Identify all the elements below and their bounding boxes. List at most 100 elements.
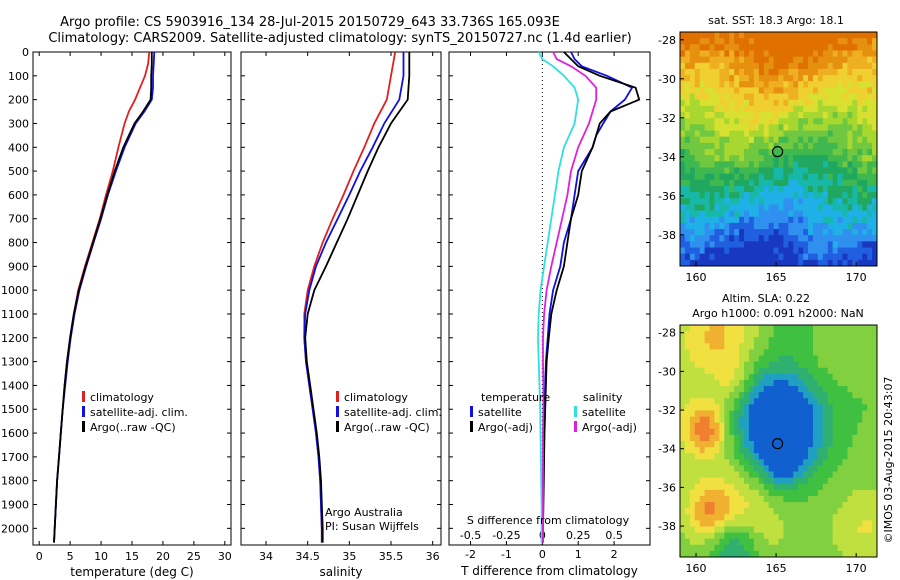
map-cell — [753, 167, 760, 175]
map-cell — [729, 167, 735, 175]
map-cell — [699, 404, 706, 411]
map-cell — [803, 259, 809, 267]
map-cell — [773, 56, 779, 64]
map-cell — [852, 538, 858, 546]
map-cell — [847, 422, 853, 430]
map-cell — [739, 544, 745, 552]
map-cell — [753, 68, 760, 76]
map-cell — [734, 130, 740, 138]
map-cell — [709, 398, 715, 405]
map-cell — [748, 379, 755, 387]
map-cell — [680, 447, 686, 454]
map-cell — [783, 99, 789, 107]
map-cell — [872, 75, 878, 82]
map-cell — [763, 198, 770, 205]
map-cell — [842, 93, 848, 101]
map-cell — [847, 161, 853, 168]
map-cell — [758, 62, 765, 70]
map-cell — [803, 198, 809, 205]
map-cell — [847, 532, 853, 540]
map-cell — [694, 216, 701, 224]
map-cell — [694, 210, 701, 218]
map-cell — [827, 514, 834, 521]
map-cell — [857, 459, 863, 466]
map-cell — [704, 185, 710, 193]
map-cell — [798, 337, 804, 344]
map-cell — [837, 520, 843, 527]
map-cell — [758, 410, 765, 417]
map-cell — [744, 56, 750, 64]
map-cell — [867, 155, 873, 162]
map-cell — [837, 124, 843, 131]
map-cell — [862, 355, 868, 363]
map-cell — [709, 247, 715, 255]
map-cell — [714, 81, 720, 88]
map-cell — [822, 173, 829, 181]
map-cell — [812, 99, 819, 107]
map-cell — [773, 216, 779, 224]
map-cell — [694, 373, 701, 381]
map-cell — [739, 155, 745, 162]
map-cell — [827, 325, 834, 332]
map-cell — [832, 508, 838, 515]
map-cell — [680, 179, 686, 187]
map-cell — [699, 447, 706, 454]
map-cell — [719, 514, 725, 521]
map-cell — [714, 538, 720, 546]
map-cell — [773, 520, 779, 527]
map-cell — [748, 32, 755, 39]
y-tick-label: 0 — [22, 46, 29, 59]
map-cell — [763, 179, 770, 187]
map-cell — [763, 241, 770, 248]
map-cell — [773, 38, 779, 45]
map-cell — [783, 136, 789, 144]
map-cell — [753, 453, 760, 460]
map-cell — [783, 173, 789, 181]
map-cell — [753, 441, 760, 448]
map-cell — [689, 136, 696, 144]
map-cell — [768, 155, 774, 162]
map-cell — [857, 81, 863, 88]
map-cell — [748, 502, 755, 509]
map-lat-label: -34 — [658, 151, 676, 164]
map-cell — [817, 56, 824, 64]
map-cell — [758, 198, 765, 205]
legend-title-salinity: salinity — [583, 391, 623, 404]
map-cell — [739, 185, 745, 193]
map-cell — [724, 259, 730, 267]
map-cell — [783, 416, 789, 424]
map-cell — [837, 428, 843, 436]
y-tick-label: 200 — [8, 94, 29, 107]
map-cell — [684, 483, 691, 491]
map-cell — [709, 192, 715, 199]
map-cell — [763, 361, 770, 369]
map-cell — [837, 331, 843, 338]
map-cell — [768, 198, 774, 205]
map-cell — [847, 386, 853, 393]
map-cell — [808, 124, 814, 131]
map-cell — [753, 325, 760, 332]
x-tick-label: 5 — [67, 550, 74, 563]
map-cell — [793, 259, 799, 267]
map-cell — [729, 392, 735, 399]
legend-swatch — [82, 406, 85, 417]
map-cell — [724, 118, 730, 125]
map-cell — [832, 87, 838, 94]
map-cell — [699, 526, 706, 533]
map-cell — [744, 538, 750, 546]
map-cell — [758, 398, 765, 405]
map-cell — [680, 538, 686, 546]
map-cell — [724, 483, 730, 491]
map-cell — [748, 325, 755, 332]
y-tick-label: 1900 — [1, 499, 29, 512]
map-cell — [872, 483, 878, 491]
map-cell — [714, 367, 720, 375]
map-cell — [862, 38, 868, 45]
map-cell — [817, 373, 824, 381]
map-cell — [788, 56, 794, 64]
map-cell — [822, 210, 829, 218]
map-cell — [739, 204, 745, 211]
map-cell — [724, 514, 730, 521]
map-cell — [763, 532, 770, 540]
map-cell — [704, 167, 710, 175]
